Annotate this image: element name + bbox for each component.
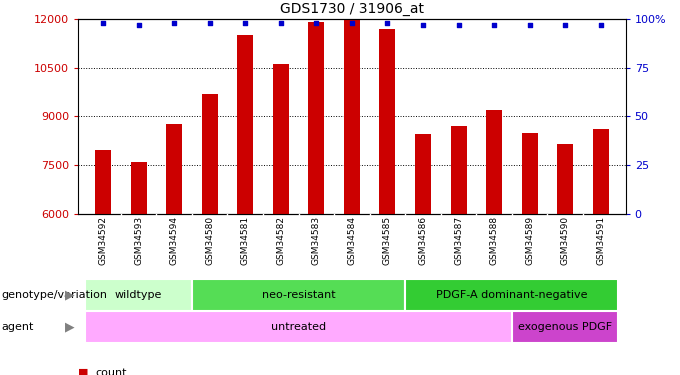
Text: GSM34592: GSM34592 [99,216,107,265]
Point [595,22,606,28]
Text: GSM34584: GSM34584 [347,216,356,265]
Text: GSM34582: GSM34582 [276,216,286,265]
Bar [593,129,609,214]
Text: GSM34581: GSM34581 [241,216,250,265]
Point [204,20,215,26]
Text: GSM34588: GSM34588 [490,216,498,265]
Text: PDGF-A dominant-negative: PDGF-A dominant-negative [436,290,588,300]
Point [453,22,464,28]
Text: GSM34594: GSM34594 [170,216,179,265]
Bar [405,279,619,311]
Bar [192,279,405,311]
Point [311,20,322,26]
Bar [85,311,512,343]
Bar [308,22,324,214]
Text: ▶: ▶ [65,321,75,334]
Text: GSM34590: GSM34590 [561,216,570,265]
Point [240,20,251,26]
Bar [522,132,538,214]
Text: GSM34580: GSM34580 [205,216,214,265]
Bar [344,20,360,214]
Point [98,20,109,26]
Bar [202,93,218,214]
Text: agent: agent [1,322,34,332]
Bar [379,28,396,214]
Bar [415,134,431,214]
Bar [85,279,192,311]
Text: GSM34589: GSM34589 [525,216,534,265]
Point [382,20,393,26]
Text: GSM34583: GSM34583 [312,216,321,265]
Text: untreated: untreated [271,322,326,332]
Text: GSM34587: GSM34587 [454,216,463,265]
Point [489,22,500,28]
Point [133,22,144,28]
Point [524,22,535,28]
Bar [131,162,147,214]
Text: GSM34586: GSM34586 [418,216,428,265]
Point [560,22,571,28]
Text: neo-resistant: neo-resistant [262,290,335,300]
Point [346,20,358,26]
Bar [237,35,253,214]
Bar [512,311,619,343]
Bar [486,110,502,214]
Bar [557,144,573,214]
Text: GSM34591: GSM34591 [596,216,605,265]
Point [275,20,286,26]
Text: exogenous PDGF: exogenous PDGF [518,322,612,332]
Bar [273,64,289,214]
Bar [166,124,182,214]
Text: ▶: ▶ [65,289,75,302]
Title: GDS1730 / 31906_at: GDS1730 / 31906_at [280,2,424,16]
Text: genotype/variation: genotype/variation [1,290,107,300]
Bar [95,150,111,214]
Text: wildtype: wildtype [115,290,163,300]
Bar [451,126,466,214]
Text: GSM34593: GSM34593 [134,216,143,265]
Point [418,22,428,28]
Point [169,20,180,26]
Text: GSM34585: GSM34585 [383,216,392,265]
Text: ■: ■ [78,368,88,375]
Text: count: count [95,368,126,375]
